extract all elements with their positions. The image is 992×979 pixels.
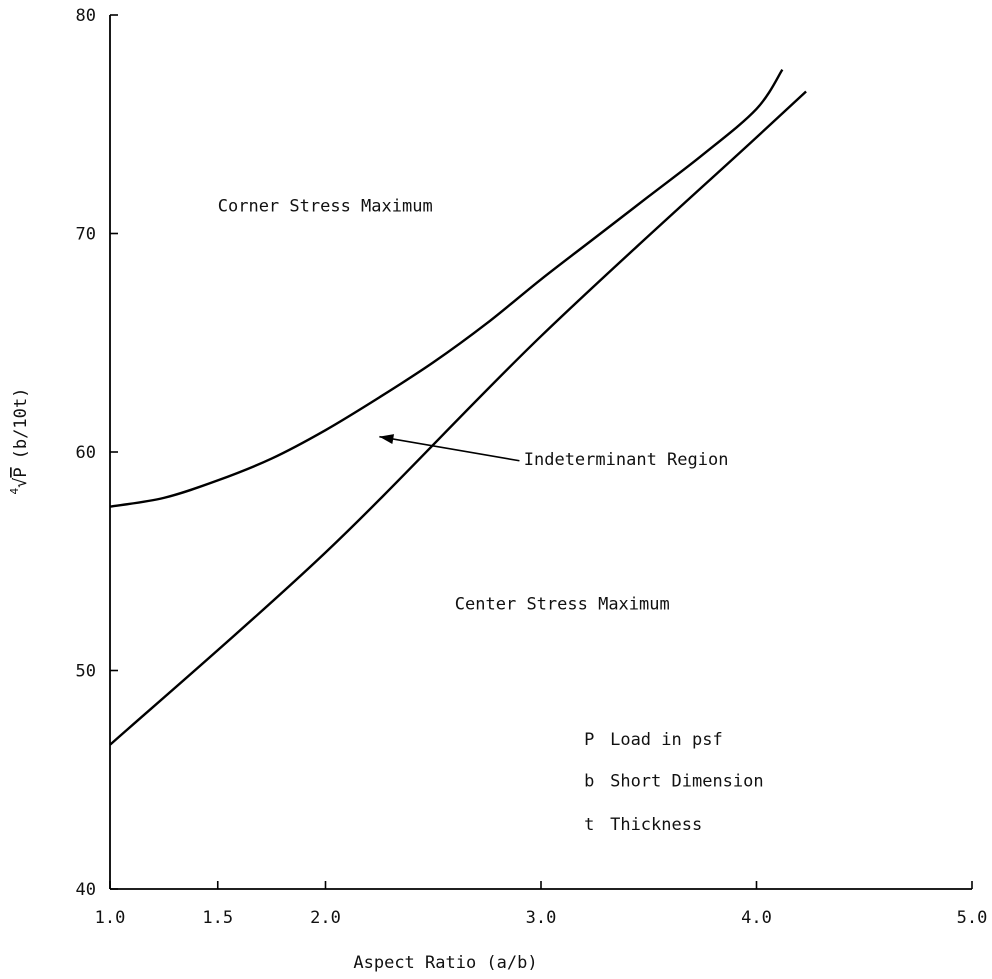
- y-tick-label: 60: [76, 443, 96, 463]
- legend-symbol: t: [584, 815, 594, 835]
- legend-description: Thickness: [610, 815, 702, 835]
- legend-symbol: P: [584, 730, 594, 750]
- series-layer: [109, 68, 807, 746]
- y-axis-radicand: P: [11, 467, 31, 477]
- y-tick-label: 50: [76, 662, 96, 682]
- legend-symbol: b: [584, 771, 594, 791]
- legend-description: Load in psf: [610, 730, 723, 750]
- x-tick-label: 1.5: [202, 908, 233, 928]
- x-tick-label: 1.0: [95, 908, 126, 928]
- y-axis-radical-sign: √: [11, 478, 31, 488]
- y-axis-root-index: 4: [8, 487, 21, 494]
- y-tick-label: 70: [76, 225, 96, 245]
- region-label: Center Stress Maximum: [455, 594, 670, 614]
- region-label: Corner Stress Maximum: [218, 197, 433, 217]
- y-tick-label: 80: [76, 6, 96, 26]
- x-tick-label: 5.0: [957, 908, 988, 928]
- legend-description: Short Dimension: [610, 771, 764, 791]
- x-tick-label: 3.0: [526, 908, 557, 928]
- y-tick-label: 40: [76, 880, 96, 900]
- annotation-label: Indeterminant Region: [524, 450, 729, 470]
- y-axis-title-rest: (b/10t): [11, 388, 31, 460]
- x-ticks: 1.0 1.5 2.0 3.0 4.0 5.0: [95, 881, 988, 928]
- x-tick-label: 2.0: [310, 908, 341, 928]
- annotation-arrow-line: [379, 435, 520, 462]
- series-line-lower: [109, 90, 807, 746]
- series-line-upper: [109, 68, 784, 508]
- y-axis-title-text: 4√P (b/10t): [8, 388, 31, 495]
- labels-layer: Corner Stress Maximum Center Stress Maxim…: [218, 197, 764, 835]
- y-axis-title: 4√P (b/10t): [8, 388, 31, 495]
- x-axis-title: Aspect Ratio (a/b): [353, 953, 537, 973]
- annotation-arrow-head: [379, 434, 395, 445]
- x-tick-label: 4.0: [741, 908, 772, 928]
- y-ticks: 40 50 60 70 80: [76, 6, 118, 900]
